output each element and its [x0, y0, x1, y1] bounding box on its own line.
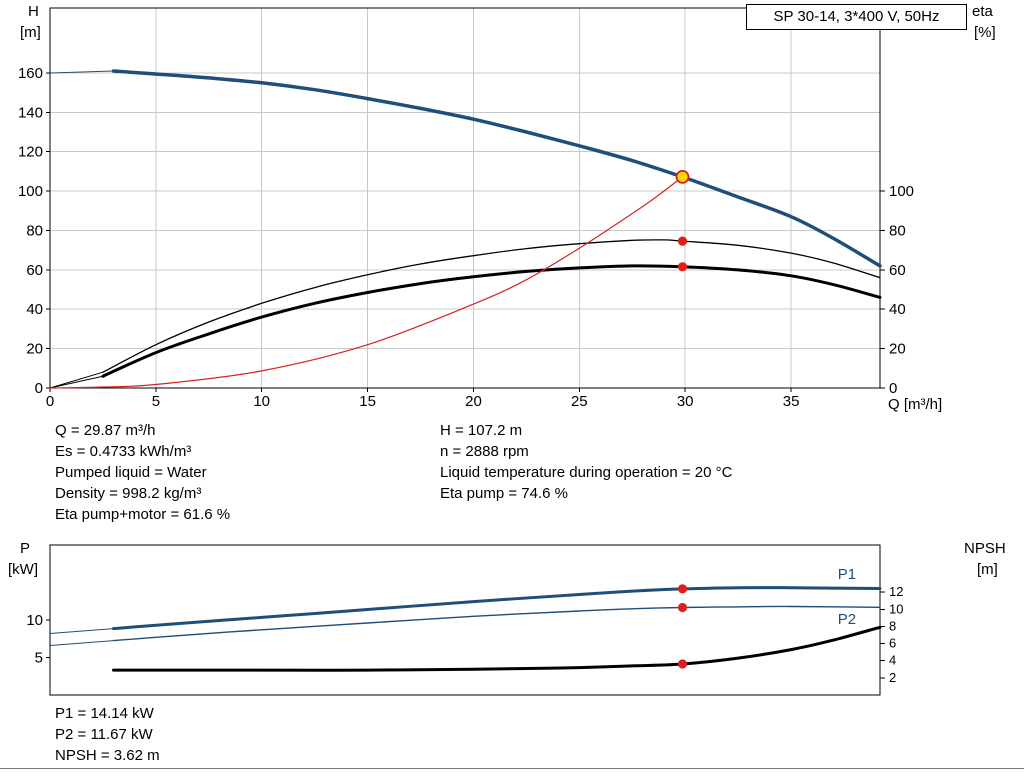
- series-label-p1: P1: [838, 566, 856, 583]
- info-line-n: n = 2888 rpm: [440, 443, 529, 460]
- duty-point-eta-pump: [677, 236, 688, 246]
- y-right-tick-label: 0: [889, 380, 897, 397]
- x-tick-label: 10: [253, 393, 270, 410]
- p-axis-unit: [kW]: [8, 561, 38, 578]
- info-line-eta-pump: Eta pump = 74.6 %: [440, 485, 568, 502]
- y-left-tick-label: 100: [18, 183, 43, 200]
- x-tick-label: 15: [359, 393, 376, 410]
- y-left-tick-label: 140: [18, 104, 43, 121]
- eta-axis-unit: [%]: [974, 24, 996, 41]
- plot-border: [49, 544, 881, 696]
- duty-point-p2: [677, 602, 688, 613]
- y-left-tick-label: 10: [26, 612, 43, 629]
- power-info: P1 = 14.14 kW P2 = 11.67 kW NPSH = 3.62 …: [55, 703, 160, 766]
- x-tick-label: 30: [677, 393, 694, 410]
- npsh-curve: [112, 625, 882, 672]
- h-axis-label: H: [28, 3, 39, 20]
- eta-pump-curve: [102, 239, 881, 373]
- eta-pump-motor-curve: [101, 264, 882, 378]
- y-right-tick-label: 100: [889, 183, 914, 200]
- p2-curve-lead: [49, 640, 114, 646]
- duty-point-npsh: [677, 659, 688, 669]
- system-curve: [49, 176, 684, 389]
- y-right-tick-label: 6: [889, 636, 896, 651]
- power-npsh-chart: 5 10 2 4 6 8 10 12 P1 P2: [26, 544, 903, 696]
- x-tick-label: 20: [465, 393, 482, 410]
- info-line-eta-pm: Eta pump+motor = 61.6 %: [55, 506, 231, 523]
- duty-info-right: H = 107.2 m n = 2888 rpm Liquid temperat…: [440, 420, 732, 504]
- q-axis-label: Q [m³/h]: [888, 396, 943, 413]
- footer-rule: [0, 768, 1024, 769]
- eta-axis-label: eta: [972, 3, 993, 20]
- info-line-p1: P1 = 14.14 kW: [55, 705, 154, 722]
- y-left-tick-label: 5: [35, 650, 43, 667]
- info-line-es: Es = 0.4733 kWh/m³: [55, 443, 192, 460]
- qh-eta-chart: 0 5 10 15 20 25 30 35 0 20 40 60 80 100 120 140 160 0 20 40…: [18, 7, 914, 410]
- p1-curve-lead: [49, 628, 114, 634]
- y-left-tick-label: 80: [26, 223, 43, 240]
- y-left-tick-label: 160: [18, 65, 43, 82]
- eta-pump-curve-lead: [49, 371, 104, 389]
- npsh-axis-unit: [m]: [977, 561, 998, 578]
- info-line-density: Density = 998.2 kg/m³: [55, 485, 202, 502]
- duty-point-p1: [677, 584, 688, 594]
- y-right-tick-label: 2: [889, 670, 896, 685]
- plot-border: [49, 7, 881, 389]
- info-line-p2: P2 = 11.67 kW: [55, 726, 153, 743]
- y-left-tick-label: 20: [26, 341, 43, 358]
- y-right-tick-label: 4: [889, 653, 896, 668]
- head-curve: [111, 69, 882, 268]
- info-line-h: H = 107.2 m: [440, 422, 523, 439]
- y-right-tick-label: 40: [889, 301, 906, 318]
- x-tick-label: 0: [46, 393, 54, 410]
- npsh-axis-label: NPSH: [964, 540, 1006, 557]
- p2-curve: [112, 605, 881, 642]
- x-tick-label: 25: [571, 393, 588, 410]
- series-label-p2: P2: [838, 611, 856, 628]
- y-right-tick-label: 60: [889, 262, 906, 279]
- pump-title-box: SP 30-14, 3*400 V, 50Hz: [746, 4, 967, 30]
- y-left-tick-label: 120: [18, 144, 43, 161]
- y-right-tick-label: 20: [889, 341, 906, 358]
- head-curve-lead: [49, 70, 114, 74]
- y-left-tick-label: 60: [26, 262, 43, 279]
- p1-curve: [112, 586, 882, 631]
- y-right-tick-label: 80: [889, 223, 906, 240]
- h-axis-unit: [m]: [20, 24, 41, 41]
- p-axis-label: P: [20, 540, 31, 557]
- y-right-tick-label: 10: [889, 601, 903, 616]
- duty-info-left: Q = 29.87 m³/h Es = 0.4733 kWh/m³ Pumped…: [55, 420, 230, 525]
- y-left-tick-label: 0: [35, 380, 43, 397]
- y-left-tick-label: 40: [26, 301, 43, 318]
- info-line-q: Q = 29.87 m³/h: [55, 422, 156, 439]
- info-line-liquid: Pumped liquid = Water: [55, 464, 207, 481]
- x-tick-label: 35: [783, 393, 800, 410]
- y-right-tick-label: 12: [889, 584, 903, 599]
- x-tick-label: 5: [152, 393, 160, 410]
- eta-pump-motor-curve-lead: [49, 375, 104, 389]
- duty-point-head: [675, 169, 690, 184]
- info-line-temp: Liquid temperature during operation = 20…: [440, 464, 733, 481]
- y-right-tick-label: 8: [889, 618, 896, 633]
- duty-point-eta-pump-motor: [677, 262, 688, 272]
- info-line-npsh: NPSH = 3.62 m: [55, 747, 160, 764]
